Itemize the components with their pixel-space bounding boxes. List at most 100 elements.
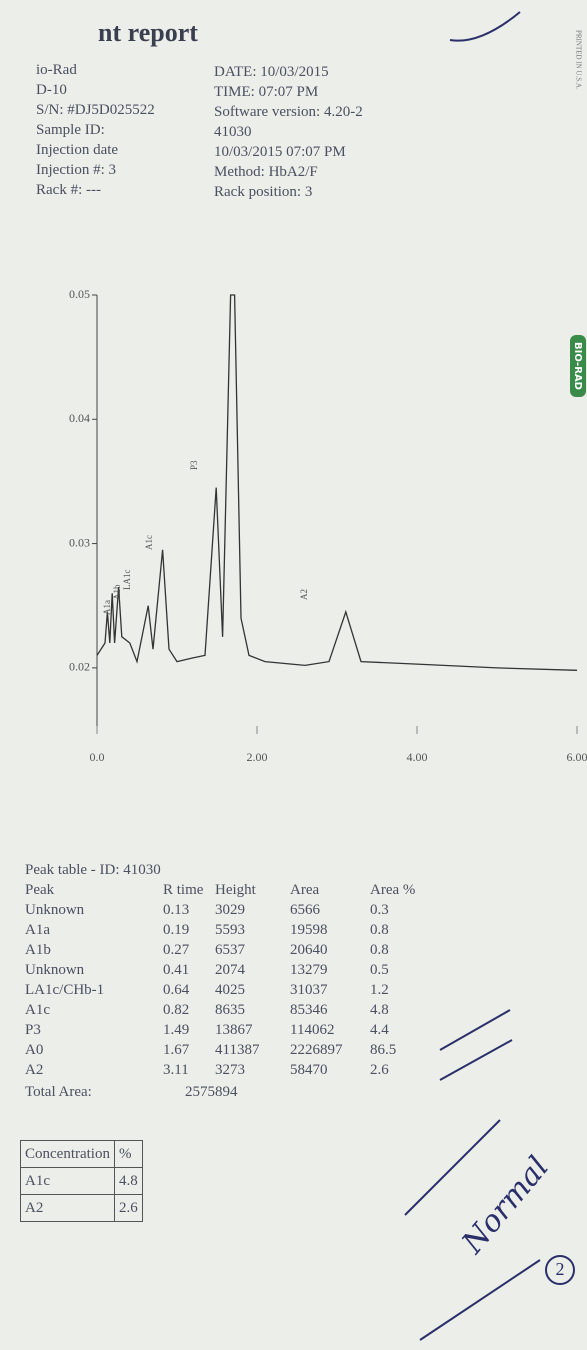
cell: 2.6 xyxy=(113,1194,143,1222)
logo-box xyxy=(570,335,586,397)
circle xyxy=(545,1255,575,1285)
table-cell: 0.19 xyxy=(163,922,190,938)
peak-label: A1a xyxy=(102,600,112,615)
table-cell: 411387 xyxy=(215,1042,260,1058)
field-label: io-Rad xyxy=(36,62,77,78)
field-value: DATE: 10/03/2015 xyxy=(214,64,329,80)
logo: BIO-RAD xyxy=(572,342,583,390)
field-value: Rack position: 3 xyxy=(214,184,313,200)
cell: A2 xyxy=(20,1194,115,1222)
cell: % xyxy=(113,1140,143,1168)
table-title: Peak table - ID: 41030 xyxy=(25,862,161,878)
table-cell: 3273 xyxy=(215,1062,245,1078)
table-cell: 19598 xyxy=(290,922,328,938)
cell: A1c xyxy=(20,1167,115,1195)
table-cell: 58470 xyxy=(290,1062,328,1078)
table-cell: P3 xyxy=(25,1022,41,1038)
table-cell: 2074 xyxy=(215,962,245,978)
x-tick-label: 6.00 xyxy=(567,750,587,764)
table-cell: 0.64 xyxy=(163,982,190,998)
column-header: Peak xyxy=(25,882,55,898)
table-cell: 2.6 xyxy=(370,1062,389,1078)
row: Concentration% xyxy=(20,1140,143,1168)
table-cell: 0.8 xyxy=(370,942,389,958)
table-cell: A1c xyxy=(25,1002,50,1018)
table-cell: 0.27 xyxy=(163,942,190,958)
field-label: D-10 xyxy=(36,82,67,98)
table-cell: 0.3 xyxy=(370,902,389,918)
report-title: nt report xyxy=(98,18,198,47)
table-cell: 2226897 xyxy=(290,1042,343,1058)
field-value: Software version: 4.20-2 xyxy=(214,104,363,120)
column-header: R time xyxy=(163,882,204,898)
table-cell: 1.2 xyxy=(370,982,389,998)
table-cell: 13279 xyxy=(290,962,328,978)
cell: 4.8 xyxy=(113,1167,143,1195)
column-header: Height xyxy=(215,882,256,898)
table-cell: 4025 xyxy=(215,982,245,998)
table-cell: Unknown xyxy=(25,962,85,978)
table-cell: 0.8 xyxy=(370,922,389,938)
table-cell: LA1c/CHb-1 xyxy=(25,982,105,998)
table-cell: A1a xyxy=(25,922,50,938)
peak-label: LA1c xyxy=(122,570,132,591)
handwritten-note: Normal xyxy=(455,1150,556,1261)
table-cell: 4.8 xyxy=(370,1002,389,1018)
table-cell: A0 xyxy=(25,1042,44,1058)
peak-label: A1c xyxy=(144,535,154,550)
table-cell: A1b xyxy=(25,942,51,958)
row: A2 2.6 xyxy=(20,1194,143,1222)
table-cell: 85346 xyxy=(290,1002,328,1018)
table-cell: 5593 xyxy=(215,922,245,938)
x-tick-label: 2.00 xyxy=(247,750,268,764)
cell: Concentration xyxy=(20,1140,115,1168)
table-cell: 20640 xyxy=(290,942,328,958)
row: A1c 4.8 xyxy=(20,1167,143,1195)
table-cell: 114062 xyxy=(290,1022,335,1038)
field-label: Rack #: --- xyxy=(36,182,101,198)
check-mark xyxy=(449,11,521,42)
y-tick-label: 0.02 xyxy=(69,660,90,674)
table-cell: 3.11 xyxy=(163,1062,189,1078)
field-label: Sample ID: xyxy=(36,122,105,138)
peak-label: P3 xyxy=(189,460,199,470)
field-value: 10/03/2015 07:07 PM xyxy=(214,144,346,160)
field-label: Injection date xyxy=(36,142,119,158)
table-cell: 1.67 xyxy=(163,1042,190,1058)
column-header: Area % xyxy=(370,882,416,898)
table-cell: 1.49 xyxy=(163,1022,190,1038)
column-header: Area xyxy=(290,882,320,898)
table-cell: 0.82 xyxy=(163,1002,190,1018)
table-cell: 31037 xyxy=(290,982,328,998)
field-label: Injection #: 3 xyxy=(36,162,116,178)
pen-strokes xyxy=(404,1009,541,1341)
total-label: Total Area: xyxy=(25,1084,92,1100)
field-value: Method: HbA2/F xyxy=(214,164,318,180)
circled-number: 2 xyxy=(556,1259,565,1279)
table-cell: 0.5 xyxy=(370,962,389,978)
table-cell: 8635 xyxy=(215,1002,245,1018)
peak-label: A2 xyxy=(299,589,309,600)
field-value: 41030 xyxy=(214,124,252,140)
table-cell: Unknown xyxy=(25,902,85,918)
table-cell: 13867 xyxy=(215,1022,253,1038)
table-cell: 0.13 xyxy=(163,902,190,918)
side-print: PRINTED IN U.S.A. xyxy=(574,30,582,90)
peak-label: A1b xyxy=(112,584,122,600)
table-cell: 0.41 xyxy=(163,962,190,978)
y-tick-label: 0.03 xyxy=(69,535,90,549)
table-cell: 3029 xyxy=(215,902,245,918)
table-cell: A2 xyxy=(25,1062,44,1078)
x-tick-label: 0.0 xyxy=(90,750,105,764)
y-tick-label: 0.04 xyxy=(69,411,90,425)
field-value: TIME: 07:07 PM xyxy=(214,84,319,100)
chromatogram-trace xyxy=(97,294,578,671)
y-tick-label: 0.05 xyxy=(69,287,90,301)
table-cell: 6566 xyxy=(290,902,320,918)
total-value: 2575894 xyxy=(185,1084,238,1100)
x-tick-label: 4.00 xyxy=(407,750,428,764)
table-cell: 86.5 xyxy=(370,1042,397,1058)
field-label: S/N: #DJ5D025522 xyxy=(36,102,155,118)
